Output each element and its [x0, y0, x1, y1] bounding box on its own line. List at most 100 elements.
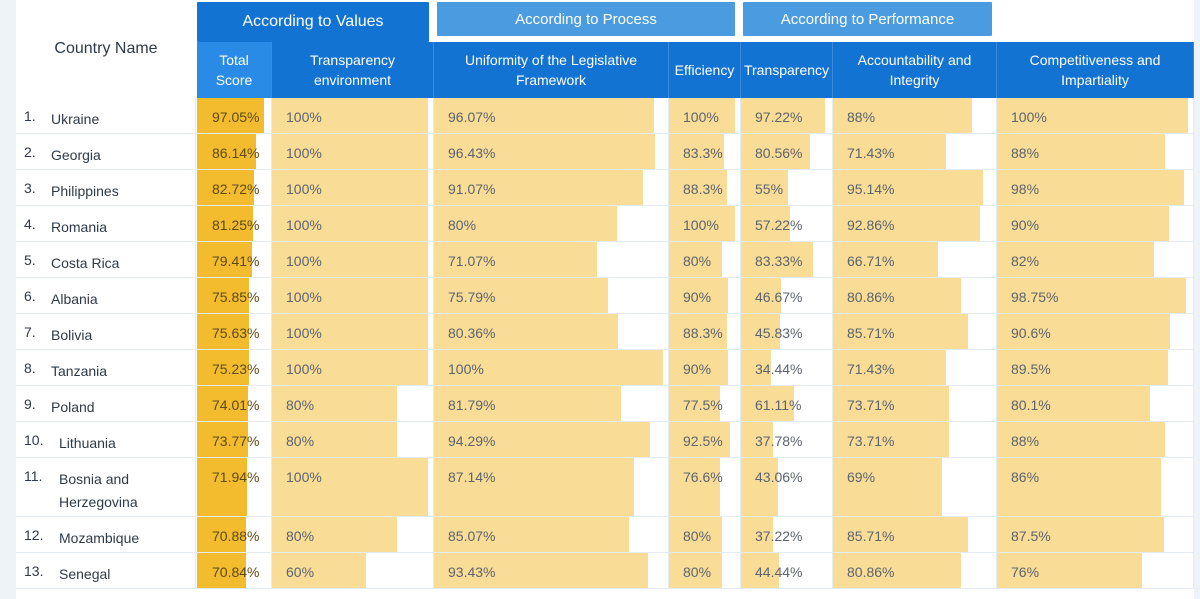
column-header-uniformity-legislative-framework[interactable]: Uniformity of the Legislative Framework [434, 42, 669, 98]
value-bar [434, 314, 618, 349]
table-row[interactable]: 8. Tanzania 75.23% 100% 100% 90% 34.44% 71.43% 8… [16, 350, 1194, 386]
cell-transparency: 34.44% [741, 350, 833, 385]
cell-accountability-integrity: 69% [833, 458, 997, 516]
value-bar [997, 314, 1170, 349]
country-name[interactable]: Tanzania [51, 363, 108, 379]
cell-transparency-environment: 60% [272, 553, 434, 588]
table-row[interactable]: 12. Mozambique 70.88% 80% 85.07% 80% 37.22% 85.… [16, 517, 1194, 553]
cell-transparency-environment: 100% [272, 242, 434, 277]
rank-number: 12. [24, 527, 44, 543]
country-name[interactable]: Romania [51, 219, 108, 235]
value-bar [669, 206, 735, 241]
value-bar [997, 350, 1168, 385]
table-row[interactable]: 4. Romania 81.25% 100% 80% 100% 57.22% 92.86% 90… [16, 206, 1194, 242]
value-label: 43.06% [755, 469, 803, 485]
cell-competitiveness-impartiality: 87.5% [997, 517, 1194, 552]
cell-total-score: 97.05% [197, 98, 272, 133]
value-bar [669, 553, 722, 588]
rank-number: 5. [24, 252, 36, 268]
cell-transparency: 44.44% [741, 553, 833, 588]
cell-total-score: 71.94% [197, 458, 272, 516]
value-bar [434, 170, 643, 205]
value-label: 90% [683, 361, 712, 377]
country-name[interactable]: Ukraine [51, 111, 100, 127]
table-row[interactable]: 5. Costa Rica 79.41% 100% 71.07% 80% 83.33% 66.… [16, 242, 1194, 278]
country-name[interactable]: Philippines [51, 183, 119, 199]
country-name[interactable]: Senegal [59, 566, 111, 582]
cell-accountability-integrity: 66.71% [833, 242, 997, 277]
tab-according-to-performance[interactable]: According to Performance [743, 2, 992, 36]
value-bar [197, 206, 253, 241]
country-name[interactable]: Bolivia [51, 327, 93, 343]
column-header-transparency-environment[interactable]: Transparency environment [272, 42, 434, 98]
value-bar [434, 458, 634, 516]
cell-competitiveness-impartiality: 80.1% [997, 386, 1194, 421]
value-label: 80% [286, 397, 315, 413]
value-label: 55% [755, 181, 784, 197]
rank-number: 1. [24, 108, 36, 124]
table-row[interactable]: 6. Albania 75.85% 100% 75.79% 90% 46.67% 80.86%… [16, 278, 1194, 314]
value-bar [272, 170, 428, 205]
tab-according-to-process[interactable]: According to Process [437, 2, 735, 36]
country-name[interactable]: Mozambique [59, 530, 140, 546]
table-row[interactable]: 1. Ukraine 97.05% 100% 96.07% 100% 97.22% 88% 10… [16, 98, 1194, 134]
value-bar [272, 350, 428, 385]
value-bar [741, 517, 773, 552]
table-row[interactable]: 3. Philippines 82.72% 100% 91.07% 88.3% 55% 95.… [16, 170, 1194, 206]
column-header-efficiency[interactable]: Efficiency [669, 42, 741, 98]
value-bar [669, 517, 722, 552]
cell-accountability-integrity: 85.71% [833, 314, 997, 349]
value-label: 80% [683, 528, 712, 544]
country-name[interactable]: Lithuania [59, 435, 116, 451]
cell-competitiveness-impartiality: 89.5% [997, 350, 1194, 385]
value-bar [741, 134, 810, 169]
table-row[interactable]: 2. Georgia 86.14% 100% 96.43% 83.3% 80.56% 71.4… [16, 134, 1194, 170]
column-header-accountability-integrity[interactable]: Accountability and Integrity [833, 42, 997, 98]
value-label: 88% [1011, 433, 1040, 449]
value-bar [669, 242, 722, 277]
table-row[interactable]: 13. Senegal 70.84% 60% 93.43% 80% 44.44% 80.86%… [16, 553, 1194, 589]
tab-according-to-values[interactable]: According to Values [197, 2, 429, 42]
table-row[interactable]: 10. Lithuania 73.77% 80% 94.29% 92.5% 37.78% 73… [16, 422, 1194, 458]
country-name[interactable]: Costa Rica [51, 255, 120, 271]
column-header-competitiveness-impartiality[interactable]: Competitiveness and Impartiality [997, 42, 1194, 98]
value-label: 96.43% [448, 145, 496, 161]
cell-transparency: 61.11% [741, 386, 833, 421]
column-header-total-score[interactable]: Total Score [197, 42, 272, 98]
cell-transparency-environment: 100% [272, 314, 434, 349]
country-name[interactable]: Poland [51, 399, 95, 415]
rank-number: 9. [24, 396, 36, 412]
value-bar [833, 517, 968, 552]
column-header-transparency[interactable]: Transparency [741, 42, 833, 98]
value-label: 85.71% [847, 325, 895, 341]
value-bar [272, 517, 397, 552]
country-name[interactable]: Bosnia and Herzegovina [59, 471, 138, 510]
cell-total-score: 79.41% [197, 242, 272, 277]
country-name-header[interactable]: Country Name [54, 40, 158, 57]
value-bar [669, 134, 724, 169]
table-body: 1. Ukraine 97.05% 100% 96.07% 100% 97.22% 88% 10… [16, 98, 1194, 589]
country-name[interactable]: Albania [51, 291, 98, 307]
value-bar [997, 517, 1164, 552]
table-row[interactable]: 9. Poland 74.01% 80% 81.79% 77.5% 61.11% 73.71%… [16, 386, 1194, 422]
cell-accountability-integrity: 73.71% [833, 386, 997, 421]
cell-competitiveness-impartiality: 90% [997, 206, 1194, 241]
value-label: 97.05% [212, 109, 260, 125]
value-label: 100% [286, 325, 322, 341]
value-label: 88% [1011, 145, 1040, 161]
table-row[interactable]: 11. Bosnia and Herzegovina 71.94% 100% 87.14… [16, 458, 1194, 517]
table-row[interactable]: 7. Bolivia 75.63% 100% 80.36% 88.3% 45.83% 85.7… [16, 314, 1194, 350]
value-bar [997, 278, 1186, 313]
value-bar [272, 278, 428, 313]
value-label: 45.83% [755, 325, 803, 341]
value-label: 73.71% [847, 397, 895, 413]
country-cell: 3. Philippines [16, 170, 196, 205]
value-bar [833, 553, 961, 588]
country-name[interactable]: Georgia [51, 147, 101, 163]
value-label: 76.6% [683, 469, 723, 485]
value-bar [669, 458, 720, 516]
rank-number: 7. [24, 324, 36, 340]
rank-number: 13. [24, 563, 44, 579]
cell-efficiency: 76.6% [669, 458, 741, 516]
value-bar [434, 134, 655, 169]
